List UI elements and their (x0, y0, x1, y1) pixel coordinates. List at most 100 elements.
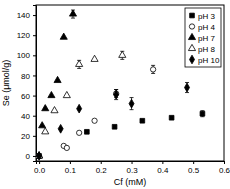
tick-mark (132, 161, 133, 164)
tick-mark (33, 96, 36, 97)
legend-marker (189, 55, 194, 64)
tick-mark (162, 161, 163, 164)
point (91, 55, 98, 61)
tick: 0.6 (219, 161, 230, 175)
point (63, 91, 70, 97)
point (39, 122, 46, 128)
legend-marker (188, 44, 195, 50)
tick-mark (39, 161, 40, 164)
axis-line (33, 6, 37, 162)
point (169, 115, 174, 120)
y-axis-title: Se (μmol/g) (1, 60, 11, 107)
legend: pH 3pH 4pH 7pH 8pH 10 (185, 8, 221, 67)
error-bar (114, 90, 118, 100)
tick-mark (224, 161, 225, 164)
chart-container: 0.0 0.1 0.2 0.3 0.4 0.5 0.6 0 20 40 60 80 100 120 140 p… (0, 0, 230, 189)
point (77, 104, 82, 113)
tick-label: 0.2 (96, 166, 108, 175)
point (58, 124, 63, 133)
legend-label: pH 4 (198, 23, 215, 32)
error-bar (151, 65, 155, 73)
point (184, 83, 189, 92)
tick-label: 0.4 (157, 166, 169, 175)
tick-mark (70, 161, 71, 164)
tick: 0.4 (157, 161, 169, 175)
tick: 100 (17, 51, 36, 60)
tick-label: 0.5 (188, 166, 200, 175)
point (119, 51, 126, 57)
tick-mark (33, 116, 36, 117)
chart: 0.0 0.1 0.2 0.3 0.4 0.5 0.6 0 20 40 60 80 100 120 140 p… (0, 0, 230, 189)
tick-mark (33, 136, 36, 137)
tick: 20 (21, 132, 36, 141)
series (37, 111, 205, 159)
legend-box (185, 8, 221, 67)
point (150, 67, 155, 72)
tick: 40 (21, 112, 36, 121)
tick: 60 (21, 92, 36, 101)
point (85, 129, 90, 134)
point (37, 152, 42, 161)
point (69, 10, 76, 16)
legend-marker (189, 24, 194, 29)
tick: 0.0 (34, 161, 46, 175)
tick-mark (193, 161, 194, 164)
point (51, 107, 58, 113)
tick: 140 (17, 11, 36, 20)
tick: 120 (17, 31, 36, 40)
point (54, 76, 61, 82)
tick-label: 40 (21, 112, 30, 121)
tick-label: 0.3 (126, 166, 138, 175)
point (77, 130, 82, 135)
tick-label: 0.6 (219, 166, 230, 175)
legend-label: pH 8 (198, 45, 215, 54)
tick-label: 140 (17, 11, 31, 20)
tick-mark (33, 75, 36, 76)
point (42, 105, 49, 111)
point (48, 91, 55, 97)
legend-label: pH 3 (198, 12, 215, 21)
series (37, 82, 190, 160)
point (42, 128, 49, 134)
x-axis-title: Cf (mM) (114, 177, 147, 187)
legend-marker (190, 13, 195, 18)
error-bar (130, 98, 134, 110)
point (200, 111, 205, 116)
tick-label: 120 (17, 31, 31, 40)
tick-mark (33, 156, 36, 157)
x-axis: 0.0 0.1 0.2 0.3 0.4 0.5 0.6 (34, 161, 230, 175)
tick-label: 20 (21, 132, 30, 141)
tick: 0.1 (65, 161, 77, 175)
tick: 0.2 (96, 161, 108, 175)
tick-label: 60 (21, 92, 30, 101)
point (92, 118, 97, 123)
tick-mark (33, 55, 36, 56)
legend-marker (188, 33, 195, 39)
tick-label: 80 (21, 72, 30, 81)
point (60, 33, 67, 39)
error-bar (185, 82, 189, 92)
tick: 0 (26, 152, 36, 161)
tick-mark (33, 35, 36, 36)
tick: 0.5 (188, 161, 200, 175)
plot: 0.0 0.1 0.2 0.3 0.4 0.5 0.6 0 20 40 60 80 100 120 140 p… (17, 5, 230, 175)
plot-frame (36, 5, 224, 161)
series (36, 10, 77, 158)
legend-label: pH 7 (198, 34, 215, 43)
point (112, 124, 117, 129)
tick-mark (101, 161, 102, 164)
tick-mark (33, 15, 36, 16)
error-bar (200, 111, 204, 117)
axis-line (37, 162, 225, 165)
tick: 80 (21, 72, 36, 81)
series (36, 51, 126, 158)
series (36, 65, 155, 158)
point (140, 118, 145, 123)
point (64, 145, 69, 150)
point (114, 90, 119, 99)
tick-label: 0 (26, 152, 31, 161)
tick: 0.3 (126, 161, 138, 175)
tick-label: 0.1 (65, 166, 77, 175)
point (76, 60, 83, 66)
tick-label: 100 (17, 51, 31, 60)
